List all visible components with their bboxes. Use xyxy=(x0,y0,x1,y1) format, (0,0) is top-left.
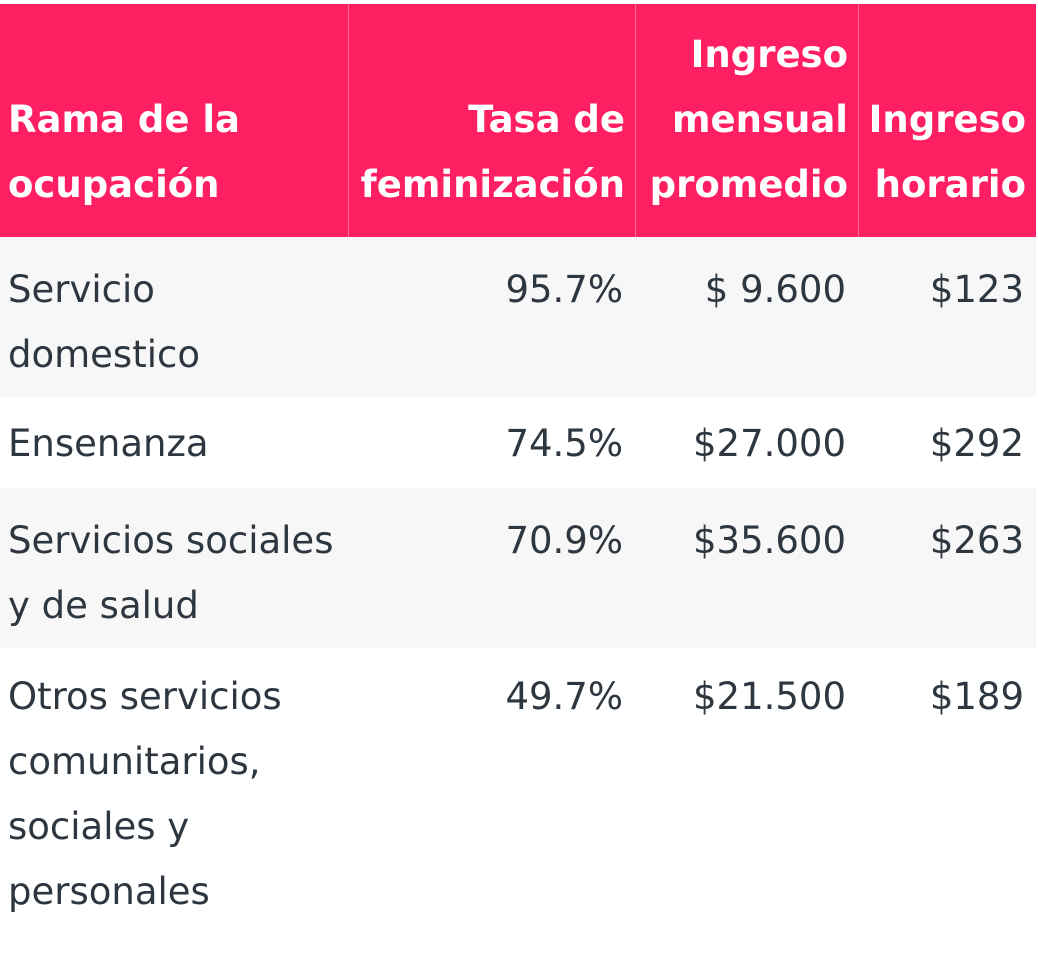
cell-rama: Ensenanza xyxy=(0,397,348,488)
header-rama: Rama de la ocupación xyxy=(0,4,348,237)
data-table: Rama de la ocupación Tasa de feminizació… xyxy=(0,4,1036,934)
cell-rama: Servicios sociales y de salud xyxy=(0,488,348,648)
header-ingreso-mensual: Ingreso mensual promedio xyxy=(635,4,858,237)
header-tasa-feminizacion: Tasa de feminización xyxy=(348,4,635,237)
cell-rama: Servicio domestico xyxy=(0,237,348,397)
cell-horario: $189 xyxy=(858,648,1036,934)
header-ingreso-horario: Ingreso horario xyxy=(858,4,1036,237)
cell-tasa: 74.5% xyxy=(348,397,635,488)
cell-tasa: 95.7% xyxy=(348,237,635,397)
table-row: Ensenanza 74.5% $27.000 $292 xyxy=(0,397,1036,488)
cell-horario: $263 xyxy=(858,488,1036,648)
cell-mensual: $35.600 xyxy=(635,488,858,648)
table-row: Servicio domestico 95.7% $ 9.600 $123 xyxy=(0,237,1036,397)
table-body: Servicio domestico 95.7% $ 9.600 $123 En… xyxy=(0,237,1036,934)
table-header: Rama de la ocupación Tasa de feminizació… xyxy=(0,4,1036,237)
header-row: Rama de la ocupación Tasa de feminizació… xyxy=(0,4,1036,237)
table-row: Servicios sociales y de salud 70.9% $35.… xyxy=(0,488,1036,648)
cell-tasa: 70.9% xyxy=(348,488,635,648)
cell-horario: $123 xyxy=(858,237,1036,397)
cell-mensual: $21.500 xyxy=(635,648,858,934)
cell-mensual: $ 9.600 xyxy=(635,237,858,397)
cell-horario: $292 xyxy=(858,397,1036,488)
cell-mensual: $27.000 xyxy=(635,397,858,488)
cell-rama: Otros servicios comunitarios, sociales y… xyxy=(0,648,348,934)
table-row: Otros servicios comunitarios, sociales y… xyxy=(0,648,1036,934)
cell-tasa: 49.7% xyxy=(348,648,635,934)
